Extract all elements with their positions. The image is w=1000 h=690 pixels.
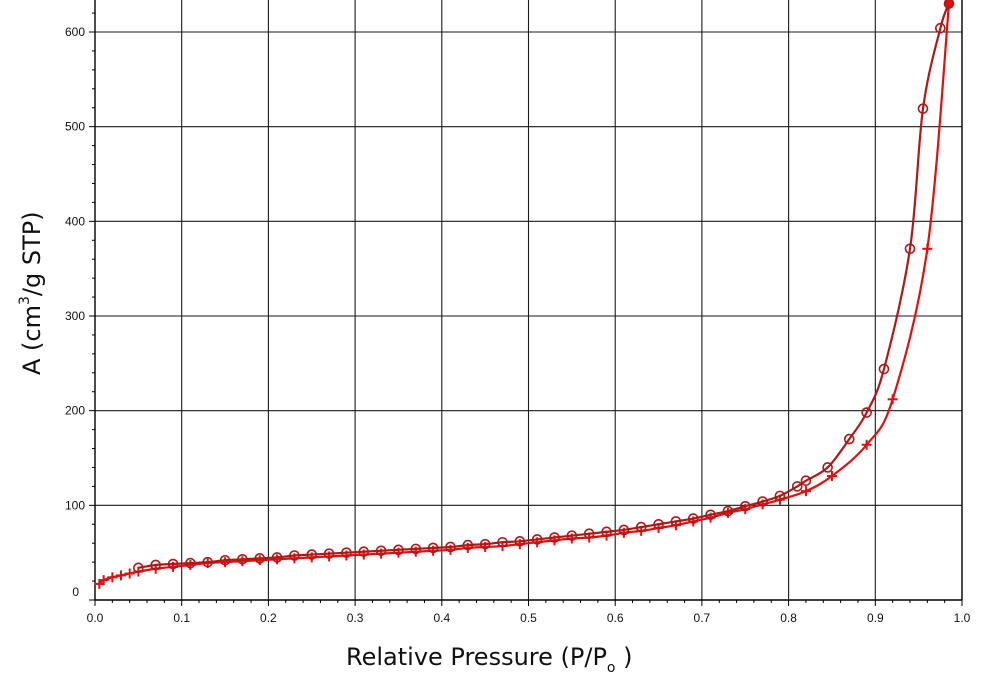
x-axis-title: Relative Pressure (P/Po ) xyxy=(346,643,633,676)
y-tick-label: 600 xyxy=(65,25,85,39)
x-tick-label: 0.0 xyxy=(87,611,104,625)
circle-marker xyxy=(445,541,456,553)
x-tick-label: 0.1 xyxy=(173,611,190,625)
circle-marker xyxy=(254,553,266,564)
series xyxy=(94,0,955,589)
circle-marker xyxy=(722,505,734,517)
circle-marker xyxy=(618,524,630,536)
series-desorption xyxy=(133,0,955,574)
circle-marker xyxy=(323,548,335,559)
circle-marker xyxy=(306,549,318,560)
circle-marker xyxy=(514,536,526,547)
circle-marker xyxy=(341,547,352,558)
y-tick-label: 200 xyxy=(65,404,85,418)
x-tick-label: 0.3 xyxy=(347,611,364,625)
plus-marker xyxy=(116,570,127,581)
circle-marker xyxy=(375,545,387,557)
grid xyxy=(95,0,962,600)
circle-marker xyxy=(167,558,179,570)
circle-marker xyxy=(774,490,786,502)
x-tick-label: 0.8 xyxy=(780,611,797,625)
circle-marker xyxy=(271,552,283,563)
circle-marker xyxy=(705,509,716,521)
plus-marker xyxy=(887,394,898,405)
y-tick-label: 300 xyxy=(65,309,85,323)
circle-marker xyxy=(904,243,916,255)
circle-marker xyxy=(289,550,300,561)
circle-marker xyxy=(670,516,682,527)
circle-marker xyxy=(393,544,404,556)
circle-marker xyxy=(757,496,768,507)
circle-marker xyxy=(843,433,855,445)
series-line xyxy=(138,3,951,569)
x-tick-label: 0.7 xyxy=(694,611,711,625)
plus-marker xyxy=(107,572,118,583)
circle-marker xyxy=(878,363,890,375)
circle-marker xyxy=(687,513,699,524)
x-tick-label: 0.9 xyxy=(867,611,884,625)
circle-marker xyxy=(583,528,595,540)
circle-marker xyxy=(791,481,803,492)
axes xyxy=(89,0,963,606)
y-tick-label: 500 xyxy=(65,120,85,134)
series-adsorption xyxy=(94,0,954,589)
circle-marker xyxy=(739,500,751,512)
circle-marker xyxy=(185,557,196,569)
plus-marker xyxy=(861,439,872,450)
circle-marker xyxy=(635,521,647,533)
y-tick-label: 100 xyxy=(65,498,85,512)
circle-marker xyxy=(935,22,946,34)
x-tick-label: 0.6 xyxy=(607,611,624,625)
series-line xyxy=(98,3,951,585)
circle-marker xyxy=(427,542,439,554)
x-tick-label: 0.5 xyxy=(520,611,537,625)
circle-marker xyxy=(497,536,508,548)
y-axis-title: A (cm3/g STP) xyxy=(17,211,46,375)
x-tick-label: 0.2 xyxy=(260,611,277,625)
circle-marker xyxy=(943,0,955,9)
circle-marker xyxy=(358,546,370,558)
circle-marker xyxy=(479,538,491,550)
x-tick-label: 1.0 xyxy=(954,611,971,625)
circle-marker xyxy=(549,532,560,543)
circle-marker xyxy=(601,526,612,538)
plus-marker xyxy=(800,486,811,497)
y-tick-label: 400 xyxy=(65,214,85,228)
circle-marker xyxy=(237,553,248,565)
circle-marker xyxy=(410,543,422,555)
circle-marker xyxy=(566,530,578,541)
circle-marker xyxy=(653,518,664,530)
circle-marker xyxy=(822,462,833,473)
circle-marker xyxy=(800,475,812,487)
circle-marker xyxy=(150,559,161,571)
plus-marker xyxy=(826,470,837,481)
y-tick-label: 0 xyxy=(72,585,79,599)
plus-marker xyxy=(98,575,109,586)
circle-marker xyxy=(133,562,144,574)
plus-marker xyxy=(922,243,933,254)
circle-marker xyxy=(531,534,543,545)
circle-marker xyxy=(219,554,231,566)
circle-marker xyxy=(202,556,214,568)
plus-marker xyxy=(124,568,135,579)
circle-marker xyxy=(861,407,872,418)
circle-marker xyxy=(917,103,929,114)
circle-marker xyxy=(462,539,474,551)
x-tick-label: 0.4 xyxy=(433,611,450,625)
tick-labels: 0.0 0.1 0.2 0.3 0.4 0.5 0.6 0.7 0.8 0.9 1.0 0 100 200… xyxy=(65,25,971,625)
